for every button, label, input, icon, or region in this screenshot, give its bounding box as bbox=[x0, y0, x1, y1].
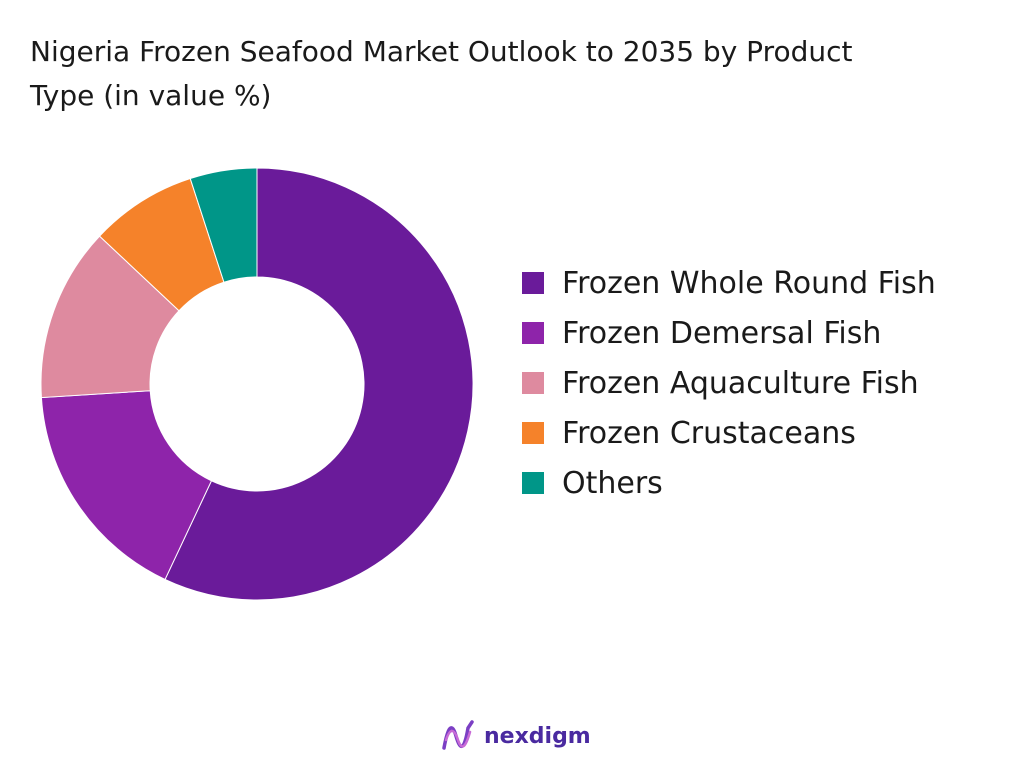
legend-item: Frozen Crustaceans bbox=[522, 408, 936, 458]
legend-item: Others bbox=[522, 458, 936, 508]
legend-label: Frozen Demersal Fish bbox=[562, 315, 882, 351]
brand-logo: nexdigm bbox=[440, 716, 591, 756]
legend-swatch bbox=[522, 272, 544, 294]
legend-swatch bbox=[522, 372, 544, 394]
nexdigm-logo-icon bbox=[442, 720, 474, 750]
donut-slice-frozen-demersal-fish bbox=[40, 390, 213, 581]
legend-swatch bbox=[522, 322, 544, 344]
chart-legend: Frozen Whole Round Fish Frozen Demersal F… bbox=[522, 258, 936, 508]
legend-label: Frozen Crustaceans bbox=[562, 415, 856, 451]
chart-title-line-1: Nigeria Frozen Seafood Market Outlook to… bbox=[30, 35, 853, 68]
legend-item: Frozen Demersal Fish bbox=[522, 308, 936, 358]
legend-swatch bbox=[522, 472, 544, 494]
legend-item: Frozen Aquaculture Fish bbox=[522, 358, 936, 408]
legend-swatch bbox=[522, 422, 544, 444]
donut-slice-others bbox=[189, 167, 258, 283]
chart-title-line-2: Type (in value %) bbox=[30, 79, 272, 112]
donut-slice-frozen-whole-round-fish bbox=[164, 167, 474, 601]
legend-label: Frozen Aquaculture Fish bbox=[562, 365, 919, 401]
legend-label: Others bbox=[562, 465, 663, 501]
legend-item: Frozen Whole Round Fish bbox=[522, 258, 936, 308]
chart-title: Nigeria Frozen Seafood Market Outlook to… bbox=[30, 30, 990, 118]
legend-label: Frozen Whole Round Fish bbox=[562, 265, 936, 301]
brand-name: nexdigm bbox=[484, 723, 591, 749]
